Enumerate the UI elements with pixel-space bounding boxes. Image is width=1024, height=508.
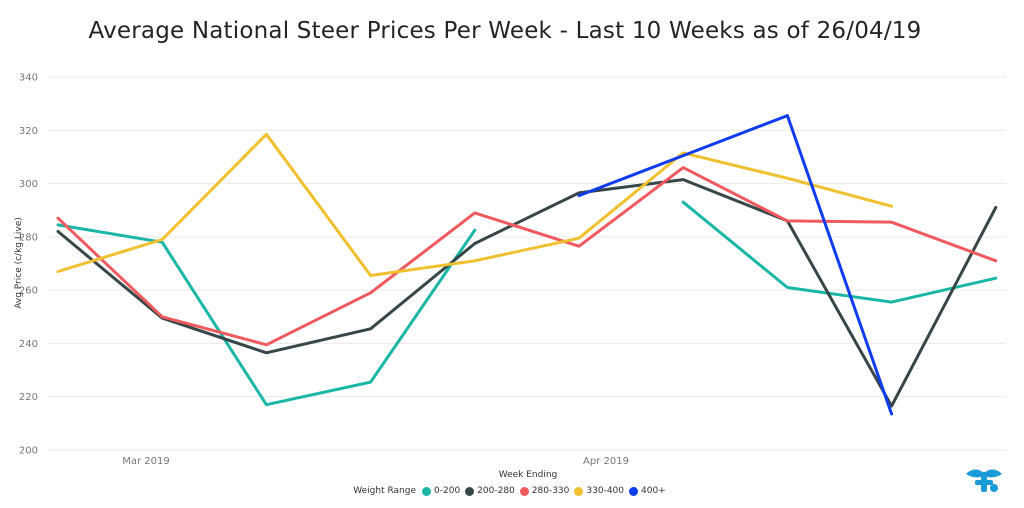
y-tick-label: 340 — [19, 73, 38, 84]
y-tick-label: 280 — [19, 232, 38, 243]
y-tick-label: 320 — [19, 126, 38, 137]
brand-logo-icon — [966, 469, 1002, 492]
legend-swatch — [465, 486, 475, 496]
y-tick-label: 300 — [19, 179, 38, 190]
series-line-200-280 — [56, 178, 998, 408]
legend-label: 200-280 — [477, 486, 515, 496]
x-axis-title: Week Ending — [499, 470, 558, 480]
y-axis-ticks: 200 220 240 260 280 300 320 340 — [19, 73, 38, 457]
legend-swatch — [519, 486, 529, 496]
legend: Weight Range 0-200 200-280 280-330 330-400 4… — [0, 486, 1024, 496]
x-tick-label: Mar 2019 — [122, 456, 170, 467]
y-tick-label: 260 — [19, 286, 38, 297]
legend-item-400+[interactable]: 400+ — [629, 486, 666, 496]
gridlines — [48, 76, 1006, 451]
legend-label: 330-400 — [586, 486, 624, 496]
legend-label: 0-200 — [434, 486, 461, 496]
series-line-330-400 — [56, 132, 894, 277]
legend-label: 400+ — [641, 486, 666, 496]
y-tick-label: 200 — [19, 446, 38, 457]
legend-label: 280-330 — [531, 486, 570, 496]
legend-swatch — [422, 486, 432, 496]
series-line-0-200 — [56, 200, 998, 407]
legend-title: Weight Range — [353, 486, 417, 496]
series-line-280-330 — [56, 166, 998, 347]
legend-item-0-200[interactable]: 0-200 — [422, 486, 460, 496]
chart-title: Average National Steer Prices Per Week -… — [88, 18, 922, 44]
x-axis-ticks: Mar 2019 Apr 2019 — [122, 456, 629, 467]
legend-item-280-330[interactable]: 280-330 — [519, 486, 570, 496]
series-lines — [56, 114, 998, 416]
y-tick-label: 240 — [19, 339, 38, 350]
legend-item-330-400[interactable]: 330-400 — [574, 486, 624, 496]
series-line-400+ — [577, 114, 894, 416]
legend-item-200-280[interactable]: 200-280 — [465, 486, 515, 496]
y-tick-label: 220 — [19, 392, 38, 403]
legend-swatch — [629, 486, 638, 496]
legend-swatch — [574, 486, 584, 496]
y-axis-title: Avg Price (c/kg Live) — [14, 217, 24, 309]
x-tick-label: Apr 2019 — [583, 456, 629, 467]
